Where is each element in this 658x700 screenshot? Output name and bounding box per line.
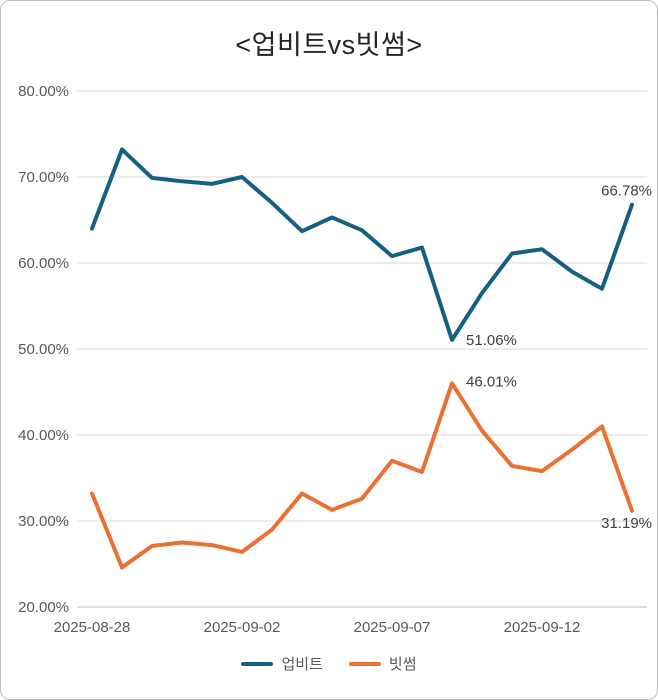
x-axis-label: 2025-09-02 [204,619,281,636]
legend: 업비트 빗썸 [1,653,657,674]
legend-item-bithumb: 빗썸 [348,653,417,674]
legend-swatch-bithumb [348,661,381,666]
series-line-bithumb [90,381,634,570]
x-axis-label: 2025-09-07 [354,619,431,636]
y-axis-label: 70.00% [18,169,69,186]
y-axis-label: 50.00% [18,341,69,358]
legend-label-bithumb: 빗썸 [388,656,417,673]
x-axis-label: 2025-09-12 [504,619,581,636]
y-axis-label: 20.00% [18,599,69,616]
data-label: 66.78% [601,183,652,200]
data-label: 31.19% [601,515,652,532]
y-axis-label: 80.00% [18,83,69,100]
legend-label-upbit: 업비트 [281,656,323,673]
chart-title: <업비트vs빗썸> [235,30,423,60]
legend-item-upbit: 업비트 [241,653,323,674]
series-line-upbit [90,147,634,342]
data-label: 51.06% [466,332,517,349]
y-axis-label: 40.00% [18,427,69,444]
legend-swatch-upbit [241,661,274,666]
y-axis-label: 60.00% [18,255,69,272]
y-axis-label: 30.00% [18,513,69,530]
x-axis-label: 2025-08-28 [54,619,131,636]
data-label: 46.01% [466,373,517,390]
